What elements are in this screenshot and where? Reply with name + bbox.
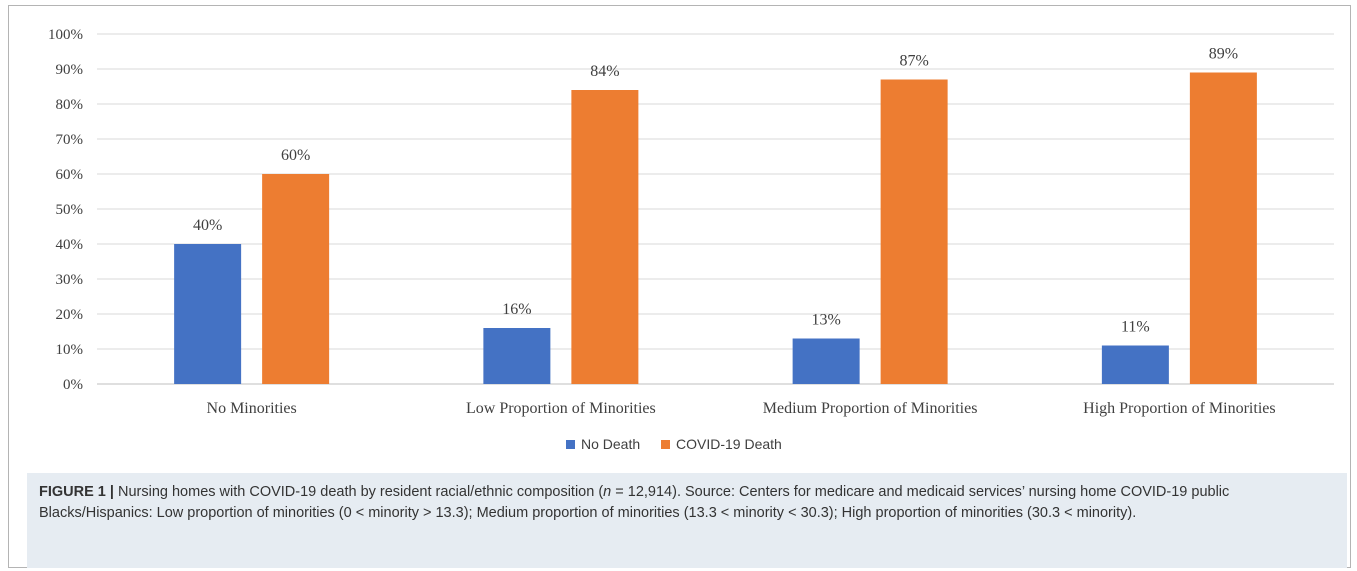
x-category-label: Medium Proportion of Minorities <box>763 400 978 417</box>
figure-frame: 0% 10% 20% 30% 40% 50% 60% 70% 80% 90% 100% 40% 60% N… <box>8 5 1351 568</box>
data-label: 87% <box>899 53 928 70</box>
caption-text-before: Nursing homes with COVID-19 death by res… <box>113 484 604 500</box>
legend-swatch-covid-death <box>661 440 670 449</box>
y-tick-label: 10% <box>56 342 84 358</box>
x-category-label: No Minorities <box>207 400 297 417</box>
y-tick-label: 60% <box>56 167 84 183</box>
caption-n-symbol: n <box>603 484 612 500</box>
bar-no-death <box>792 338 860 384</box>
y-tick-label: 100% <box>48 27 83 43</box>
y-tick-label: 20% <box>56 307 84 323</box>
caption-text-after: = 12,914). Source: Centers for medicare … <box>39 484 1230 521</box>
bar-no-death <box>483 328 551 384</box>
bar-covid-death <box>880 79 948 384</box>
y-tick-label: 50% <box>56 202 84 218</box>
legend-label: No Death <box>581 436 640 452</box>
y-tick-label: 90% <box>56 62 84 78</box>
figure-caption: FIGURE 1 | Nursing homes with COVID-19 d… <box>27 473 1347 568</box>
bar-covid-death <box>1189 72 1257 384</box>
bar-no-death <box>174 244 242 384</box>
y-tick-label: 40% <box>56 237 84 253</box>
bar-covid-death <box>262 174 330 384</box>
x-category-label: Low Proportion of Minorities <box>466 400 656 417</box>
data-label: 40% <box>193 217 222 234</box>
caption-figure-label: FIGURE 1 | <box>39 484 114 500</box>
data-label: 60% <box>281 147 310 164</box>
x-category-label: High Proportion of Minorities <box>1083 400 1275 417</box>
bar-covid-death <box>571 90 639 384</box>
data-label: 16% <box>502 301 531 318</box>
bar-chart: 0% 10% 20% 30% 40% 50% 60% 70% 80% 90% 100% 40% 60% N… <box>48 27 1334 452</box>
data-label: 84% <box>590 63 619 80</box>
y-tick-label: 70% <box>56 132 84 148</box>
y-tick-label: 0% <box>63 377 83 393</box>
data-label: 11% <box>1121 319 1150 336</box>
data-label: 89% <box>1209 46 1238 63</box>
legend-swatch-no-death <box>566 440 575 449</box>
y-tick-label: 30% <box>56 272 84 288</box>
bar-no-death <box>1101 345 1169 384</box>
y-tick-label: 80% <box>56 97 84 113</box>
legend-label: COVID-19 Death <box>676 436 782 452</box>
data-label: 13% <box>811 312 840 329</box>
